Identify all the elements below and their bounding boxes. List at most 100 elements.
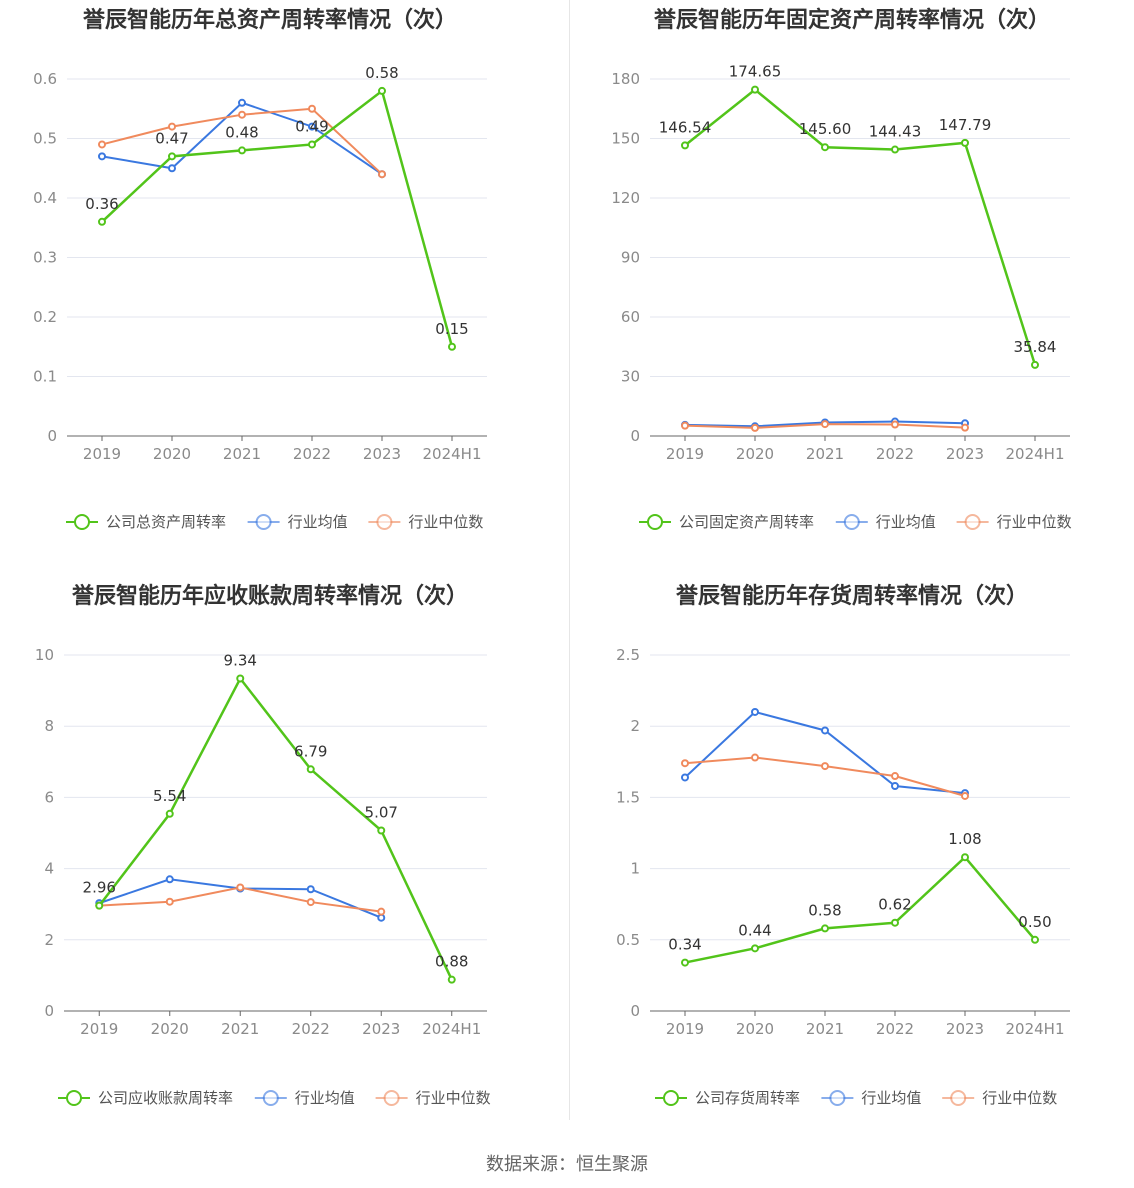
chart-inventory-turnover: 誉辰智能历年存货周转率情况（次） 0 0.5 1 1.5 2 2.5 2019 2020 2021… — [616, 583, 1070, 1107]
data-point — [306, 765, 315, 774]
gridlines — [64, 654, 487, 941]
data-point — [98, 140, 106, 149]
data-point — [308, 104, 316, 113]
x-tick-label: 2023 — [362, 1020, 400, 1038]
data-point — [238, 146, 246, 155]
y-tick-label: 180 — [611, 70, 640, 88]
y-tick-label: 0 — [44, 1002, 54, 1020]
legend-marker-icon — [376, 514, 393, 530]
gridlines — [650, 78, 1070, 377]
data-source-note: 数据来源：恒生聚源 — [486, 1154, 648, 1175]
x-tick-label: 2022 — [292, 1020, 330, 1038]
data-point — [891, 420, 899, 429]
data-point — [891, 772, 899, 781]
x-tick-label: 2021 — [221, 1020, 259, 1038]
legend: 公司存货周转率 行业均值 行业中位数 — [655, 1089, 1057, 1107]
chart-title: 誉辰智能历年总资产周转率情况（次） — [83, 7, 457, 33]
legend-label: 行业均值 — [861, 1089, 921, 1107]
data-point — [377, 907, 386, 916]
chart-fixed-asset-turnover: 誉辰智能历年固定资产周转率情况（次） 0 30 60 90 120 150 180 2019 20… — [611, 7, 1072, 531]
data-label: 0.48 — [225, 123, 258, 141]
legend-marker-icon — [66, 1090, 82, 1106]
series-industry_avg — [95, 875, 386, 922]
y-tick-label: 90 — [621, 249, 640, 267]
data-point — [961, 138, 969, 147]
legend-item-industry_median: 行业中位数 — [942, 1089, 1057, 1107]
data-label: 0.58 — [365, 64, 398, 82]
data-label: 147.79 — [939, 116, 992, 134]
data-label: 146.54 — [659, 118, 712, 136]
legend-item-industry_median: 行业中位数 — [368, 513, 483, 531]
y-tick-label: 0.4 — [33, 189, 57, 207]
legend-label: 行业均值 — [288, 513, 348, 531]
x-tick-label: 2021 — [806, 445, 844, 463]
y-tick-label: 60 — [621, 308, 640, 326]
data-point — [961, 791, 969, 800]
legend-marker-icon — [262, 1090, 279, 1106]
data-point — [238, 98, 246, 107]
y-tick-label: 0 — [630, 427, 640, 445]
data-point — [681, 141, 689, 150]
series-industry_median — [98, 104, 386, 179]
x-tick-label: 2023 — [946, 445, 984, 463]
legend-marker-icon — [843, 514, 860, 530]
data-label: 35.84 — [1014, 338, 1057, 356]
y-tick-label: 1 — [630, 860, 640, 878]
data-point — [378, 170, 386, 179]
x-tick-label: 2020 — [736, 1020, 774, 1038]
data-point — [165, 897, 174, 906]
legend-item-industry_avg: 行业均值 — [254, 1089, 355, 1107]
chart-panel-inventory-turnover: 誉辰智能历年存货周转率情况（次） 0 0.5 1 1.5 2 2.5 2019 2020 2021… — [567, 576, 1134, 1152]
legend-item-industry_median: 行业中位数 — [375, 1089, 491, 1107]
data-label: 0.49 — [295, 117, 328, 135]
chart-title: 誉辰智能历年固定资产周转率情况（次） — [654, 7, 1050, 33]
series-line-company — [684, 855, 1036, 964]
data-point — [891, 782, 899, 791]
data-label: 0.44 — [738, 921, 771, 939]
y-tick-label: 0.6 — [33, 70, 57, 88]
x-tick-label: 2019 — [80, 1020, 118, 1038]
chart-title: 誉辰智能历年应收账款周转率情况（次） — [72, 583, 468, 609]
x-tick-label: 2024H1 — [1006, 1020, 1065, 1038]
legend-item-company: 公司总资产周转率 — [66, 513, 226, 531]
legend: 公司应收账款周转率 行业均值 行业中位数 — [58, 1089, 491, 1107]
data-point — [95, 901, 104, 910]
data-point — [168, 164, 176, 173]
series-line-company — [684, 88, 1037, 366]
y-tick-label: 0.3 — [33, 249, 57, 267]
legend-label: 公司存货周转率 — [695, 1089, 800, 1107]
panel-divider — [569, 0, 570, 1120]
legend: 公司固定资产周转率 行业均值 行业中位数 — [639, 513, 1072, 531]
y-tick-label: 0 — [47, 427, 57, 445]
data-label: 0.47 — [155, 129, 188, 147]
data-point — [308, 140, 316, 149]
data-point — [236, 883, 245, 892]
x-tick-label: 2023 — [946, 1020, 984, 1038]
y-tick-label: 150 — [611, 130, 640, 148]
legend-item-company: 公司固定资产周转率 — [639, 513, 814, 531]
legend-label: 行业中位数 — [416, 1089, 491, 1107]
y-tick-label: 0.1 — [33, 368, 57, 386]
data-label: 145.60 — [799, 120, 852, 138]
chart-receivable-turnover: 誉辰智能历年应收账款周转率情况（次） 0 2 4 6 8 10 2019 2020 2021 202… — [35, 583, 491, 1107]
legend-label: 公司应收账款周转率 — [98, 1089, 233, 1107]
chart-total-asset-turnover: 誉辰智能历年总资产周转率情况（次） 0 0.1 0.2 0.3 0.4 0.5 0.6 2019… — [33, 7, 487, 531]
legend-marker-icon — [383, 1090, 400, 1106]
data-point — [751, 753, 759, 762]
data-label: 0.15 — [435, 320, 468, 338]
legend-item-industry_avg: 行业均值 — [247, 513, 348, 531]
x-tick-label: 2021 — [806, 1020, 844, 1038]
data-label: 5.54 — [153, 787, 186, 805]
y-tick-label: 0.5 — [616, 931, 640, 949]
legend-marker-icon — [255, 514, 272, 530]
data-point — [751, 707, 759, 716]
x-tick-label: 2024H1 — [1006, 445, 1065, 463]
x-tick-label: 2019 — [83, 445, 121, 463]
data-point — [238, 110, 246, 119]
series-line-company — [98, 676, 453, 981]
data-label: 2.96 — [83, 879, 116, 897]
legend-marker-icon — [950, 1090, 967, 1106]
data-point — [751, 944, 759, 953]
gridlines — [67, 78, 487, 377]
y-tick-label: 1.5 — [616, 788, 640, 806]
